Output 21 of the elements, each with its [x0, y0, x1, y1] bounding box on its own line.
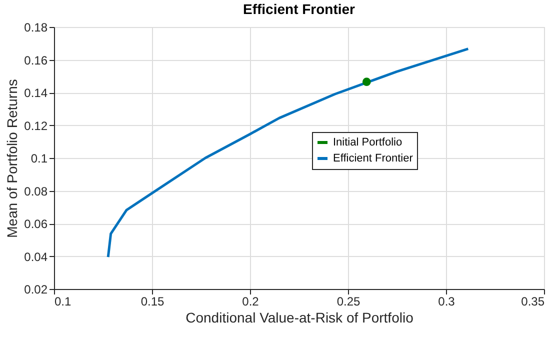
y-tick-label: 0.04 [24, 250, 48, 264]
y-tick-label: 0.14 [24, 86, 48, 100]
y-tick-label: 0.06 [24, 217, 48, 231]
x-tick-label: 0.3 [438, 294, 456, 308]
x-tick-label: 0.1 [54, 294, 72, 308]
x-axis-title: Conditional Value-at-Risk of Portfolio [186, 310, 414, 326]
y-tick-label: 0.08 [24, 184, 48, 198]
y-tick-label: 0.16 [24, 53, 48, 68]
legend-label: Initial Portfolio [333, 136, 402, 148]
y-tick-label: 0.02 [24, 282, 48, 296]
x-tick-label: 0.15 [140, 294, 164, 308]
y-tick-label: 0.12 [24, 118, 48, 133]
x-tick-label: 0.25 [336, 294, 360, 308]
line-series [106, 48, 470, 258]
x-tick-label: 0.2 [242, 294, 260, 308]
y-tick-label: 0.1 [30, 152, 48, 166]
y-tick-label: 0.18 [24, 20, 48, 34]
y-axis-title: Mean of Portfolio Returns [4, 79, 20, 238]
chart-title: Efficient Frontier [242, 1, 356, 17]
legend-label: Efficient Frontier [333, 152, 414, 164]
x-tick-label: 0.35 [521, 294, 545, 308]
